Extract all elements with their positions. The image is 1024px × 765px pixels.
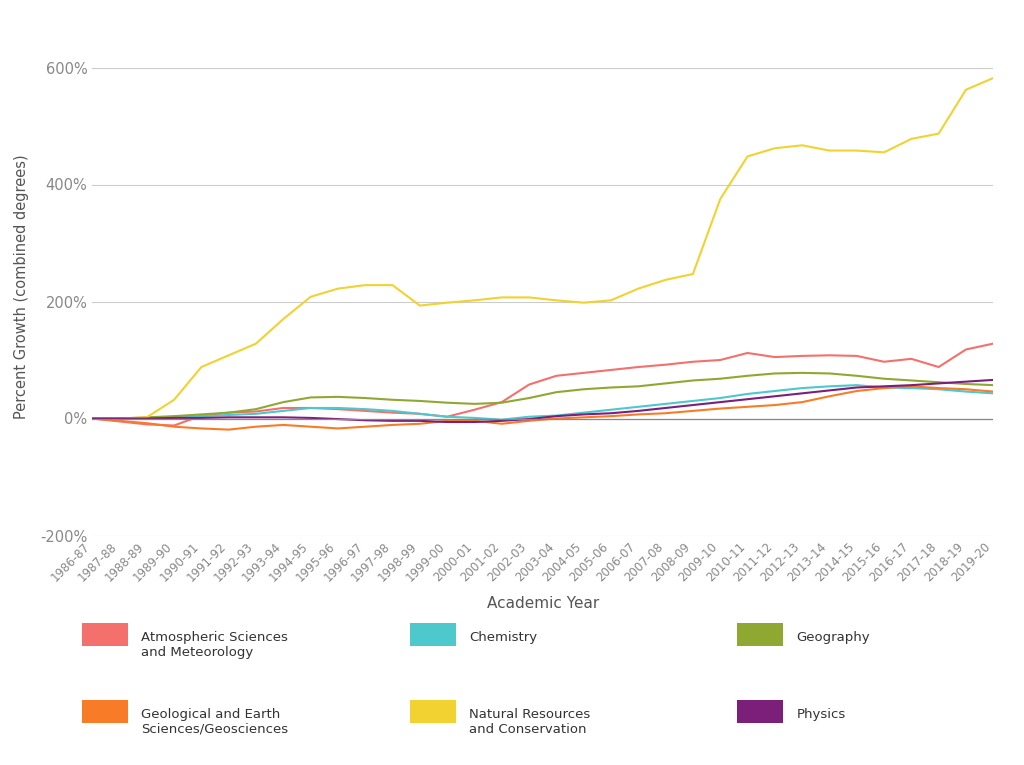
- Text: Atmospheric Sciences
and Meteorology: Atmospheric Sciences and Meteorology: [141, 631, 288, 659]
- FancyBboxPatch shape: [410, 623, 456, 646]
- FancyBboxPatch shape: [737, 623, 783, 646]
- FancyBboxPatch shape: [82, 623, 128, 646]
- Text: Geological and Earth
Sciences/Geosciences: Geological and Earth Sciences/Geoscience…: [141, 708, 289, 736]
- FancyBboxPatch shape: [410, 700, 456, 723]
- Text: Geography: Geography: [797, 631, 870, 644]
- FancyBboxPatch shape: [737, 700, 783, 723]
- Text: Chemistry: Chemistry: [469, 631, 538, 644]
- Text: Natural Resources
and Conservation: Natural Resources and Conservation: [469, 708, 590, 736]
- FancyBboxPatch shape: [82, 700, 128, 723]
- X-axis label: Academic Year: Academic Year: [486, 596, 599, 610]
- Text: Physics: Physics: [797, 708, 846, 721]
- Y-axis label: Percent Growth (combined degrees): Percent Growth (combined degrees): [14, 155, 29, 419]
